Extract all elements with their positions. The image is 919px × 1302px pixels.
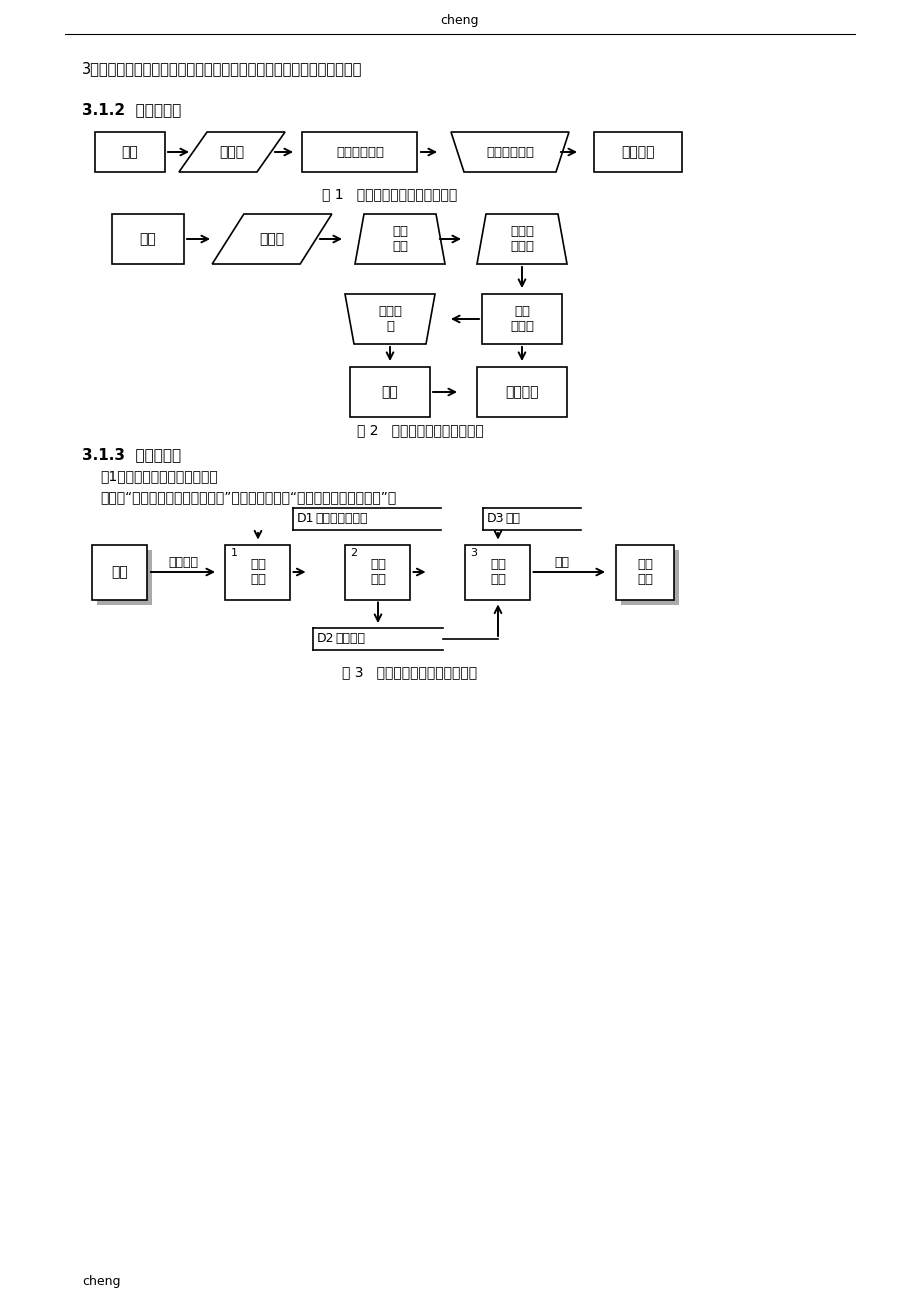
Polygon shape — [212, 214, 332, 264]
Bar — [93, 544, 147, 599]
Polygon shape — [355, 214, 445, 264]
Bar — [476, 367, 566, 417]
Text: 档案表: 档案表 — [220, 145, 244, 159]
Text: 报表: 报表 — [505, 513, 519, 526]
Polygon shape — [450, 132, 568, 172]
Text: 编制报
表: 编制报 表 — [378, 305, 402, 333]
Text: 相关部门: 相关部门 — [505, 385, 539, 398]
Polygon shape — [476, 214, 566, 264]
Text: 用户: 用户 — [140, 232, 156, 246]
Bar — [97, 549, 153, 604]
Text: 档案表: 档案表 — [259, 232, 284, 246]
Text: 审核
数据: 审核 数据 — [391, 225, 407, 253]
Text: 图 1   人事档案管理大致处理过程: 图 1 人事档案管理大致处理过程 — [322, 187, 457, 201]
Bar — [225, 544, 290, 599]
Bar — [302, 132, 417, 172]
Text: 审核后
的数据: 审核后 的数据 — [509, 225, 533, 253]
Text: 图 3   人事档案管理系统数据流图: 图 3 人事档案管理系统数据流图 — [342, 665, 477, 680]
Text: cheng: cheng — [440, 14, 479, 27]
Text: （1）人事档案管理的数据流图: （1）人事档案管理的数据流图 — [100, 469, 218, 483]
Text: 3.1.3  数据流程图: 3.1.3 数据流程图 — [82, 448, 181, 462]
Text: 用户: 用户 — [121, 145, 138, 159]
Bar — [349, 367, 429, 417]
Text: 3.1.2  系统流程图: 3.1.2 系统流程图 — [82, 103, 181, 117]
Text: 相关
部门: 相关 部门 — [636, 559, 652, 586]
Text: 3: 3 — [470, 548, 477, 559]
Bar — [346, 544, 410, 599]
Text: 报表: 报表 — [381, 385, 398, 398]
Bar — [465, 544, 530, 599]
Text: 用户数据: 用户数据 — [168, 556, 198, 569]
Text: 人事档案报表: 人事档案报表 — [485, 146, 533, 159]
Bar — [620, 549, 678, 604]
Text: 用户: 用户 — [111, 565, 129, 579]
Text: cheng: cheng — [82, 1276, 120, 1289]
Text: 收集
数据: 收集 数据 — [250, 559, 266, 586]
Bar — [616, 544, 674, 599]
Text: 人事档案管理: 人事档案管理 — [335, 146, 383, 159]
Text: 报表: 报表 — [554, 556, 569, 569]
Bar — [95, 132, 165, 172]
Text: 人事
档案表: 人事 档案表 — [509, 305, 533, 333]
Text: 未审核人事数据: 未审核人事数据 — [314, 513, 367, 526]
Text: 2: 2 — [350, 548, 357, 559]
Text: 利用
数据: 利用 数据 — [490, 559, 505, 586]
Text: 相关部门: 相关部门 — [620, 145, 654, 159]
Text: D1: D1 — [297, 513, 314, 526]
Text: 3、数据管理：包括数据备份和恢复、部分数据管理、企业常用数据管理: 3、数据管理：包括数据备份和恢复、部分数据管理、企业常用数据管理 — [82, 61, 362, 77]
Text: D3: D3 — [486, 513, 504, 526]
Bar — [594, 132, 681, 172]
Text: 处理
数据: 处理 数据 — [369, 559, 386, 586]
Text: 1: 1 — [231, 548, 237, 559]
Bar — [112, 214, 184, 264]
Text: D2: D2 — [317, 633, 335, 646]
Polygon shape — [179, 132, 285, 172]
Text: 人事档案: 人事档案 — [335, 633, 365, 646]
Bar — [482, 294, 562, 344]
Text: 图 2   人事档案管理系统流程图: 图 2 人事档案管理系统流程图 — [357, 423, 482, 437]
Polygon shape — [345, 294, 435, 344]
Text: 通过对“人事档案管理系统流程图”抽象处理，得到“人事档案管理数据流图”。: 通过对“人事档案管理系统流程图”抽象处理，得到“人事档案管理数据流图”。 — [100, 490, 396, 504]
